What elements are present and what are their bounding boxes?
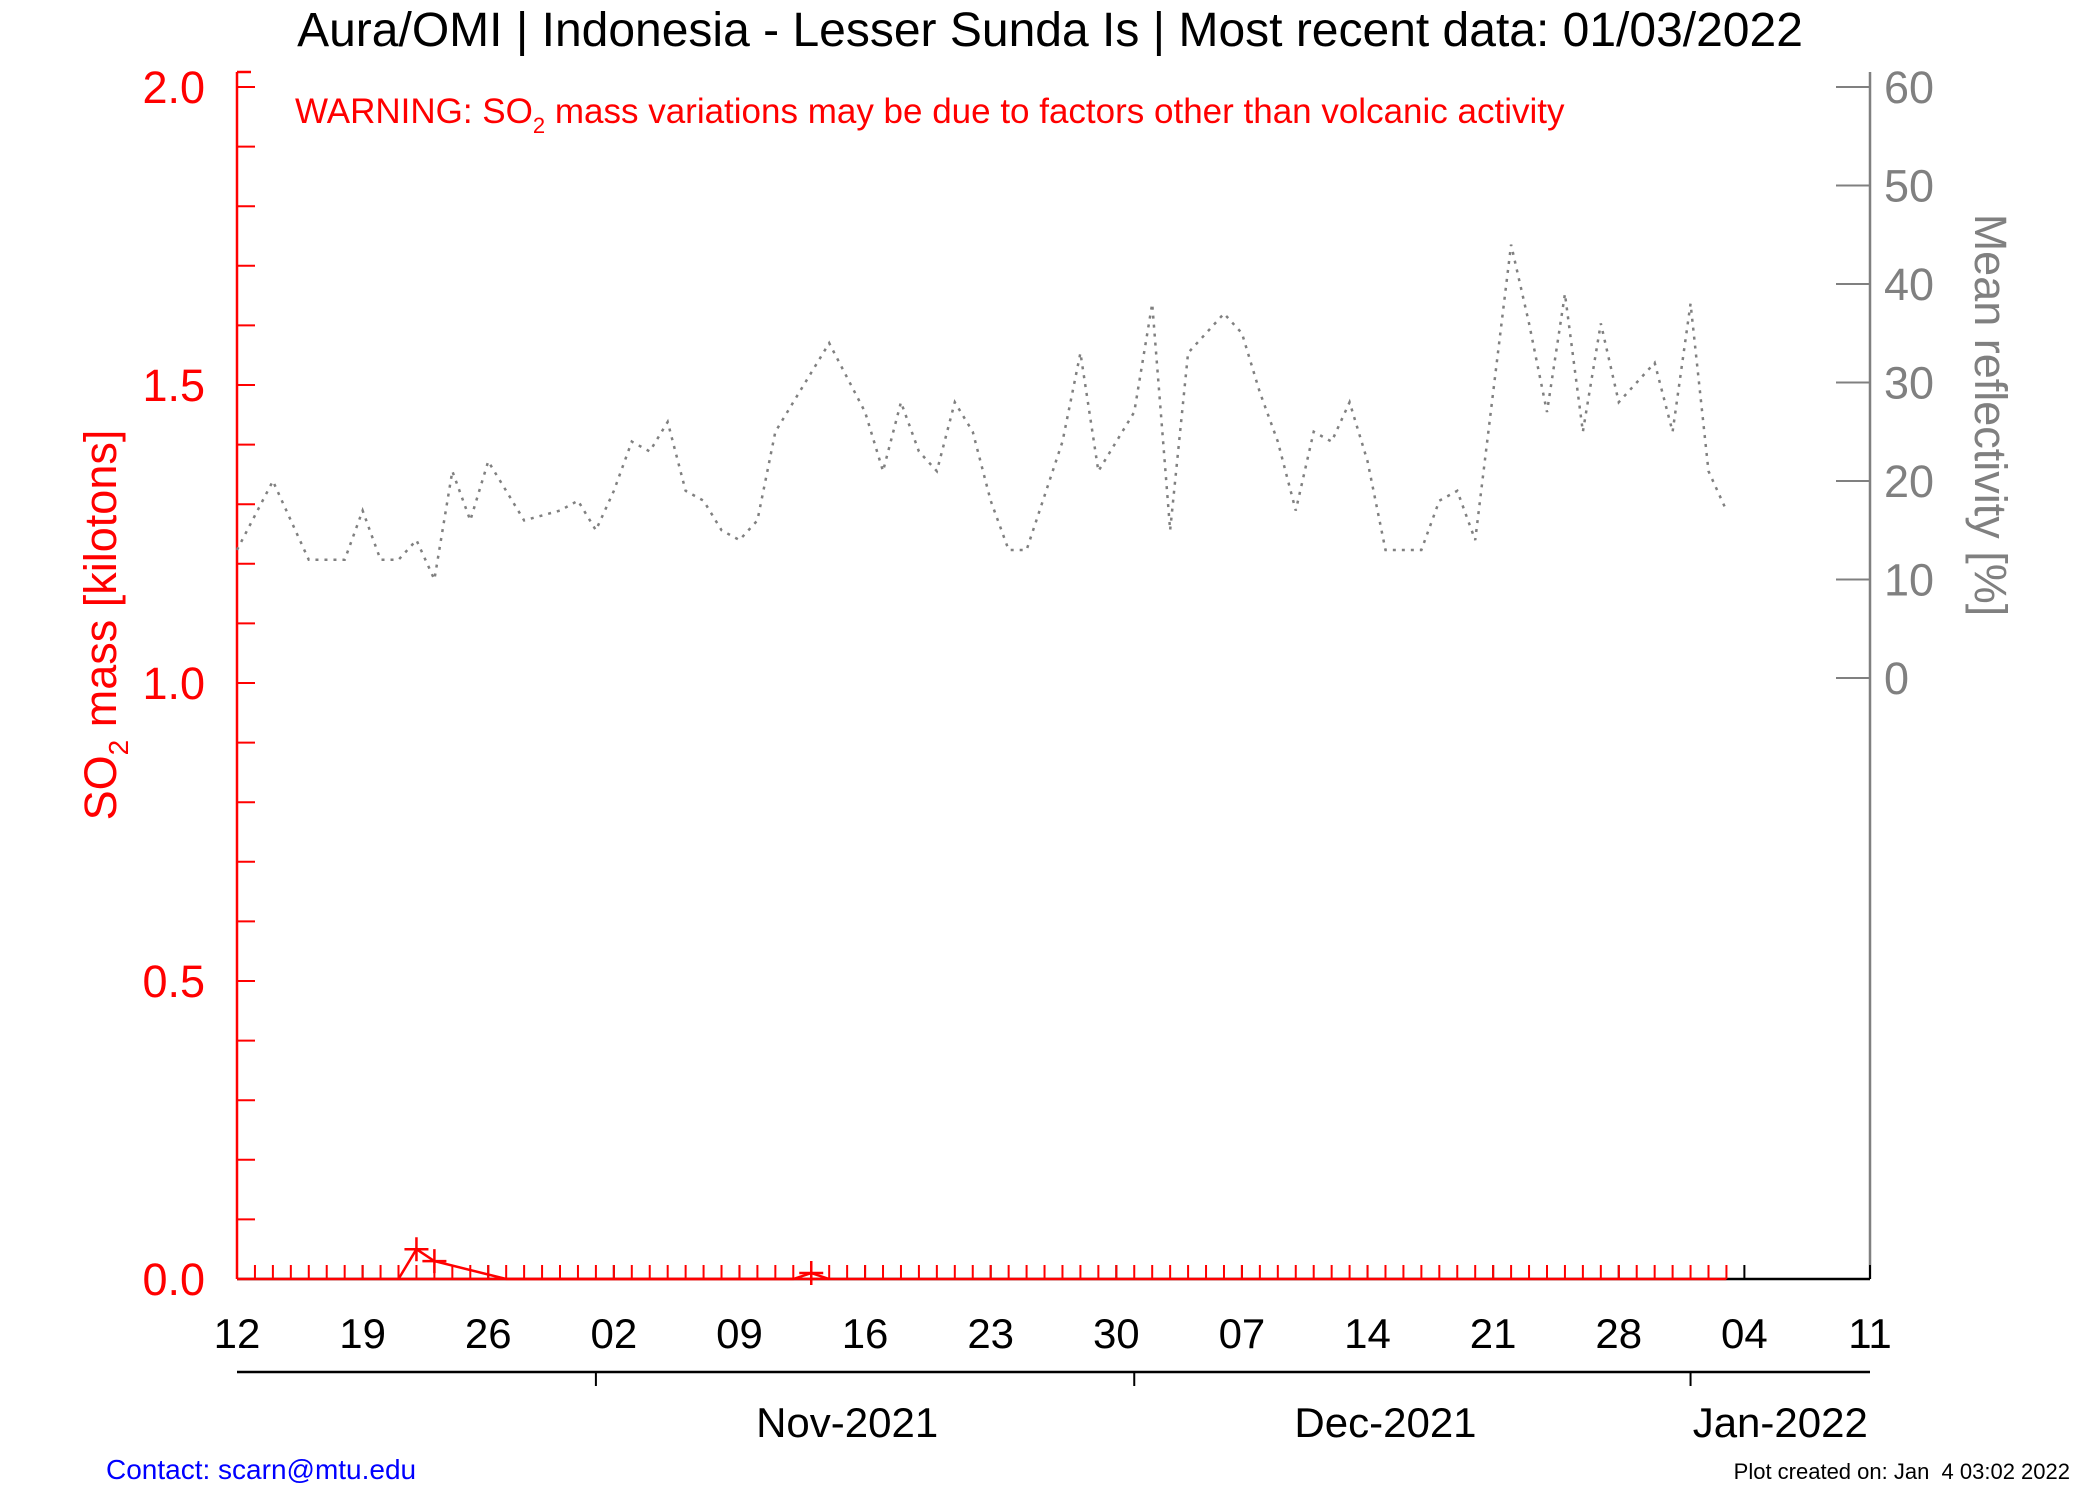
left-axis-tick-label: 2.0 [142, 62, 205, 113]
x-axis-tick-label: 04 [1721, 1310, 1768, 1357]
x-axis-tick-label: 16 [842, 1310, 889, 1357]
right-axis-tick-label: 50 [1884, 161, 1934, 212]
right-axis-tick-label: 10 [1884, 555, 1934, 606]
left-axis-tick-label: 1.0 [142, 658, 205, 709]
x-axis-tick-label: 02 [590, 1310, 637, 1357]
right-axis-tick-label: 0 [1884, 653, 1909, 704]
x-axis-tick-label: 09 [716, 1310, 763, 1357]
x-axis-tick-label: 23 [967, 1310, 1014, 1357]
month-label: Dec-2021 [1294, 1399, 1476, 1446]
x-axis-tick-label: 30 [1093, 1310, 1140, 1357]
so2-point [799, 1261, 824, 1286]
so2-point [404, 1237, 429, 1262]
month-label: Nov-2021 [756, 1399, 938, 1446]
chart-title: Aura/OMI | Indonesia - Lesser Sunda Is |… [297, 4, 1803, 57]
x-axis-tick-label: 28 [1595, 1310, 1642, 1357]
right-axis-tick-label: 20 [1884, 456, 1934, 507]
x-axis-tick-label: 14 [1344, 1310, 1391, 1357]
month-label: Jan-2022 [1693, 1399, 1868, 1446]
left-axis-tick-label: 1.5 [142, 360, 205, 411]
so2-point [422, 1249, 447, 1274]
left-axis-tick-label: 0.5 [142, 956, 205, 1007]
x-axis-tick-label: 21 [1470, 1310, 1517, 1357]
x-axis-tick-label: 07 [1219, 1310, 1266, 1357]
x-axis-tick-label: 19 [339, 1310, 386, 1357]
chart-marks [235, 244, 1728, 1286]
x-axis-tick-label: 12 [214, 1310, 261, 1357]
contact-text: Contact: scarn@mtu.edu [106, 1454, 416, 1485]
right-axis-tick-label: 40 [1884, 259, 1934, 310]
warning-text: WARNING: SO2 mass variations may be due … [295, 92, 1565, 138]
reflectivity-line [235, 244, 1728, 584]
x-axis-tick-label: 26 [465, 1310, 512, 1357]
x-axis-tick-label: 11 [1848, 1310, 1892, 1357]
plot-created-text: Plot created on: Jan 4 03:02 2022 [1734, 1459, 2070, 1484]
left-axis-label: SO2 mass [kilotons] [75, 430, 134, 821]
right-axis-label: Mean reflectivity [%] [1965, 214, 2016, 617]
left-axis-tick-label: 0.0 [142, 1254, 205, 1305]
right-axis-tick-label: 30 [1884, 358, 1934, 409]
axes: 0.0 0.5 1.0 1.5 2.0 0 10 20 30 40 50 60 12 19 26 02 09 16… [142, 62, 1934, 1446]
right-axis-tick-label: 60 [1884, 62, 1934, 113]
